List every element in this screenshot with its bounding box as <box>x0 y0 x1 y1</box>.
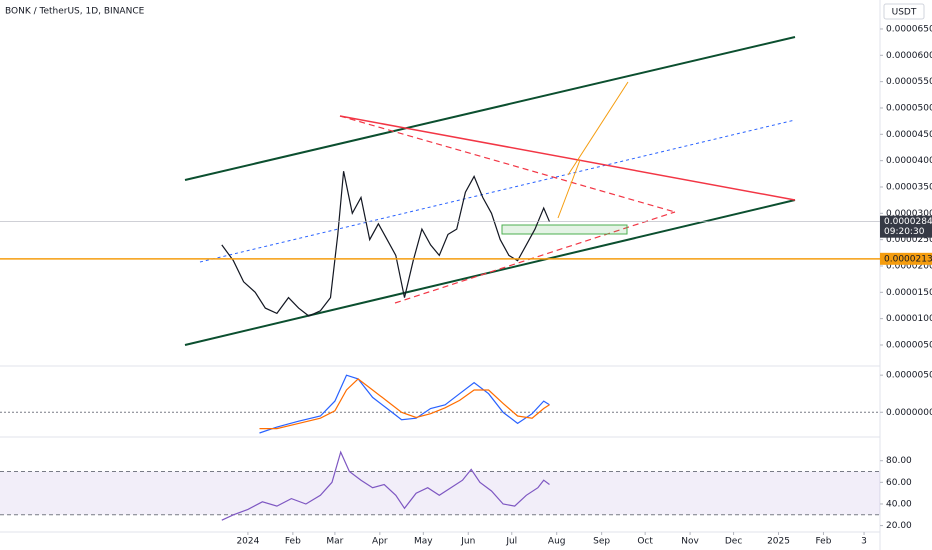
currency[interactable]: USDT <box>892 8 917 18</box>
drawings <box>184 36 796 346</box>
x-tick-label: May <box>414 537 433 547</box>
last-price-box <box>880 215 932 238</box>
channel-lower <box>184 199 796 346</box>
orange-arrow <box>567 81 629 176</box>
countdown: 09:20:30 <box>884 227 925 237</box>
red-dashed-upper <box>339 115 676 213</box>
x-tick-label: Jun <box>460 537 475 547</box>
series-line <box>259 374 550 434</box>
x-tick-label: 2025 <box>767 537 790 547</box>
x-tick-label: Oct <box>637 537 653 547</box>
x-tick-label: Mar <box>326 537 343 547</box>
red-dashed-lower <box>394 211 676 304</box>
x-tick-label: Feb <box>815 537 831 547</box>
channel-upper <box>184 36 796 181</box>
y-tick-label: 80.00 <box>886 456 912 466</box>
series-line <box>221 171 551 317</box>
y-tick-label: 60.00 <box>886 478 912 488</box>
last-price-label: 0.00002841 <box>884 217 932 227</box>
x-tick-label: 2024 <box>236 537 259 547</box>
currency-box[interactable] <box>883 3 925 20</box>
series-line <box>221 450 550 521</box>
y-tick-label: 20.00 <box>886 521 912 531</box>
red-trendline <box>339 115 796 201</box>
chart-title: BONK / TetherUS, 1D, BINANCE <box>5 7 145 17</box>
rsi-band <box>0 471 880 515</box>
green-zone <box>501 224 628 235</box>
orange-arrow <box>557 159 581 219</box>
hline-label: 0.00002136 <box>884 254 932 264</box>
x-tick-label: Sep <box>593 537 610 547</box>
x-tick-label: Jul <box>505 537 517 547</box>
hline-label-box <box>880 252 932 265</box>
x-tick-label: 3 <box>861 537 867 547</box>
y-tick-label: 40.00 <box>886 499 912 509</box>
series-line <box>259 378 550 430</box>
x-tick-label: Nov <box>681 537 699 547</box>
x-tick-label: Aug <box>548 537 566 547</box>
x-tick-label: Feb <box>285 537 301 547</box>
x-tick-label: Dec <box>725 537 742 547</box>
x-tick-label: Apr <box>372 537 388 547</box>
